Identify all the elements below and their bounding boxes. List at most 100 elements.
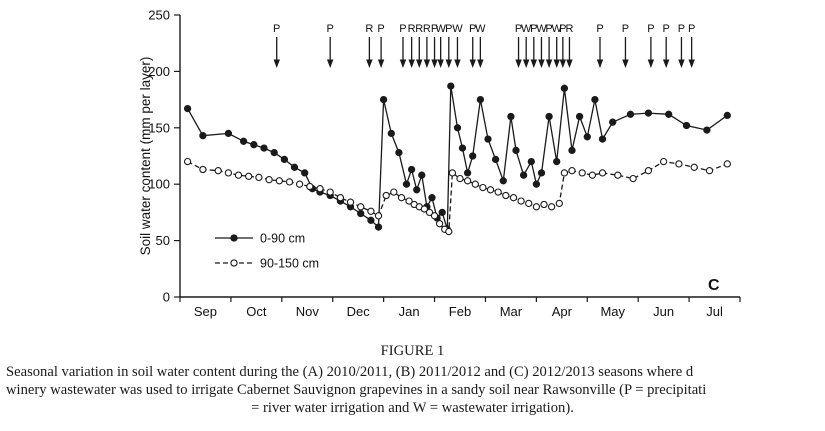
data-point [598,135,607,143]
event-marker-label: W [475,23,486,35]
data-point [425,208,434,217]
event-arrow-head [553,59,560,68]
event-arrow-head [545,59,553,68]
data-point [512,146,520,155]
y-tick-label: 100 [148,177,170,192]
event-marker-label: P [327,23,334,35]
legend-marker [230,259,238,267]
event-marker-label: R [365,23,373,35]
event-arrow-head [596,59,604,68]
x-month-label: Sep [194,304,217,319]
legend-marker [230,234,238,242]
event-marker-label: P [688,23,695,35]
series-line-0-90cm [187,85,728,230]
event-arrow-head [530,59,538,68]
legend-label: 0-90 cm [260,232,305,246]
data-point [560,84,569,92]
data-point [644,167,653,175]
data-point [547,203,556,211]
data-point [397,194,406,202]
event-marker-label: P [622,23,629,35]
event-marker-label: R [423,23,431,35]
event-marker-label: W [452,23,463,35]
data-point [553,157,561,166]
event-arrow-head [416,59,423,68]
data-point [491,155,500,164]
event-marker-label: R [415,23,423,35]
data-point [469,152,477,160]
data-point [183,104,192,113]
event-marker-label: P [559,23,566,35]
data-point [435,220,444,228]
event-arrow-head [678,59,685,68]
data-point [374,212,383,220]
data-point [407,165,416,174]
caption-line-2: winery wastewater was used to irrigate C… [6,382,707,398]
data-point [705,167,714,175]
data-point [280,155,289,164]
data-point [445,227,453,236]
event-arrow-head [273,59,280,68]
data-point [239,137,248,145]
data-point [295,180,304,188]
x-month-label: Apr [552,304,573,319]
data-point [265,176,273,184]
data-point [438,208,446,217]
data-point [568,146,576,155]
data-point [675,160,683,168]
data-point [405,197,413,205]
data-point [575,112,584,121]
panel-label: C [708,277,720,294]
event-arrow-head [326,59,334,68]
data-point [306,182,314,191]
data-point [336,194,345,202]
data-point [588,171,597,179]
event-arrow-head [647,59,655,68]
data-point [234,171,243,179]
data-point [665,110,673,118]
event-arrow-head [437,59,444,68]
event-arrow-head [566,59,573,68]
data-point [183,157,192,166]
x-month-label: Feb [449,304,471,319]
y-tick-label: 50 [156,233,170,248]
data-point [387,129,395,138]
data-point [682,121,691,130]
event-marker-label: P [377,23,384,35]
data-point [413,186,421,194]
y-tick-label: 200 [148,64,170,79]
data-point [346,198,355,206]
event-arrow-head [469,59,476,68]
data-point [250,141,258,149]
event-marker-label: P [273,23,280,35]
caption-line-1: Seasonal variation in soil water content… [6,364,694,380]
data-point [507,112,515,121]
data-point [357,209,365,218]
data-point [479,183,487,192]
data-point [199,132,207,140]
data-point [509,194,518,202]
event-marker-label: P [469,23,476,35]
event-marker-label: W [552,23,563,35]
data-point [591,95,599,104]
event-arrow-head [423,59,431,68]
data-point [525,199,533,208]
data-point [532,180,541,188]
data-point [484,135,492,143]
data-point [448,169,457,177]
chart-canvas: 0 50 100 150 200 250 Sep Oct Nov Dec Jan Feb Mar Apr M… [138,8,741,319]
data-point [275,177,283,185]
data-point [199,165,207,174]
event-arrow-head [408,59,415,68]
data-point [659,157,668,166]
data-point [626,110,635,118]
x-month-label: May [600,304,625,319]
data-point [540,200,548,209]
soil-water-content-chart: 0 50 100 150 200 250 Sep Oct Nov Dec Jan Feb Mar Apr M… [138,8,741,319]
event-marker-label: P [678,23,685,35]
data-point [456,174,464,183]
data-point [453,124,462,132]
data-point [245,172,253,180]
data-point [420,205,429,213]
